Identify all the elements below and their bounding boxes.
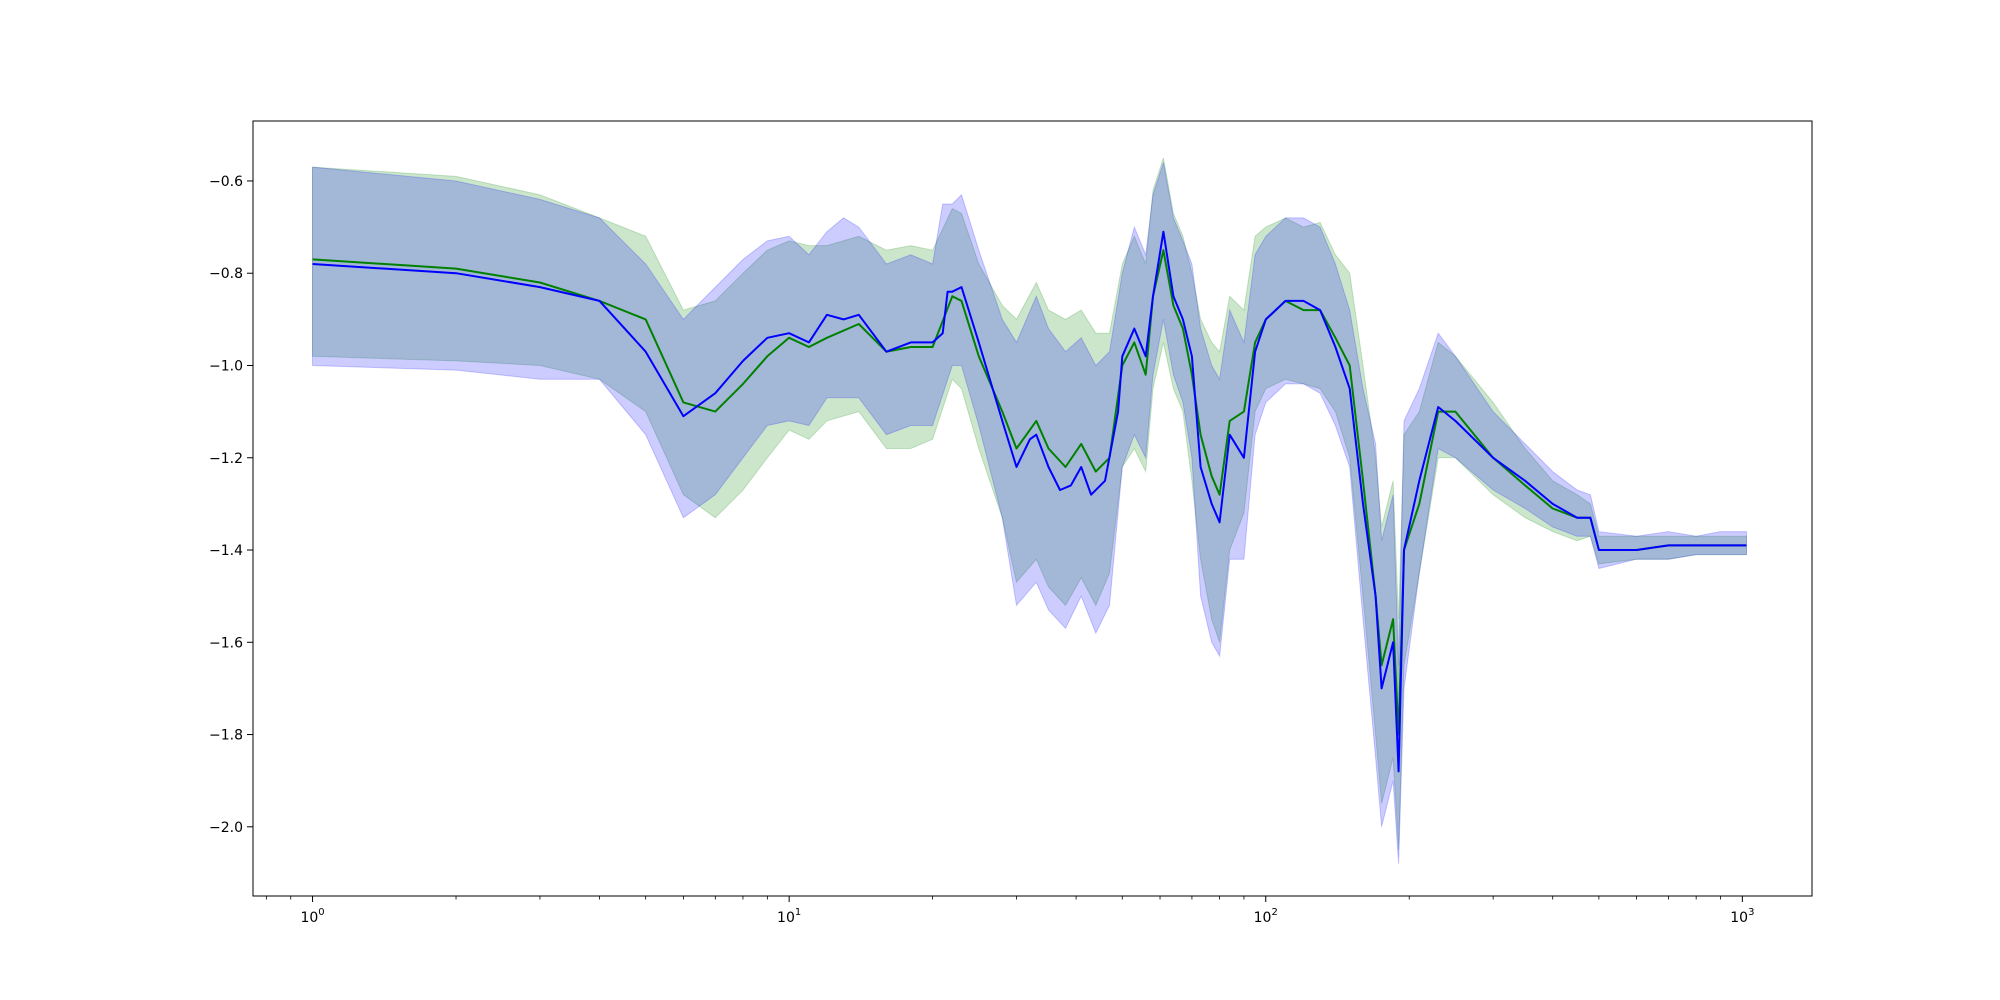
series-1-band [312, 157, 1747, 850]
y-tick-label: −1.4 [209, 543, 243, 559]
y-tick-label: −1.6 [209, 635, 243, 651]
x-tick-label: 100 [300, 907, 324, 926]
x-tick-label: 103 [1730, 907, 1754, 926]
y-tick-label: −2.0 [209, 820, 243, 836]
y-tick-label: −1.2 [209, 451, 243, 467]
y-tick-label: −1.0 [209, 358, 243, 374]
x-tick-label: 101 [777, 907, 801, 926]
series-2-band [312, 162, 1747, 864]
y-tick-label: −0.6 [209, 174, 243, 190]
y-tick-label: −0.8 [209, 266, 243, 282]
series-1-line [312, 249, 1747, 736]
series-2-line [312, 230, 1747, 773]
plot-area [312, 157, 1747, 864]
axes: −0.6 −0.8 −1.0 −1.2 −1.4 −1.6 −1.8 −2.0 100 101 10… [209, 120, 1813, 926]
x-tick-label: 102 [1254, 907, 1278, 926]
axes-frame [252, 120, 1813, 897]
y-tick-label: −1.8 [209, 728, 243, 744]
